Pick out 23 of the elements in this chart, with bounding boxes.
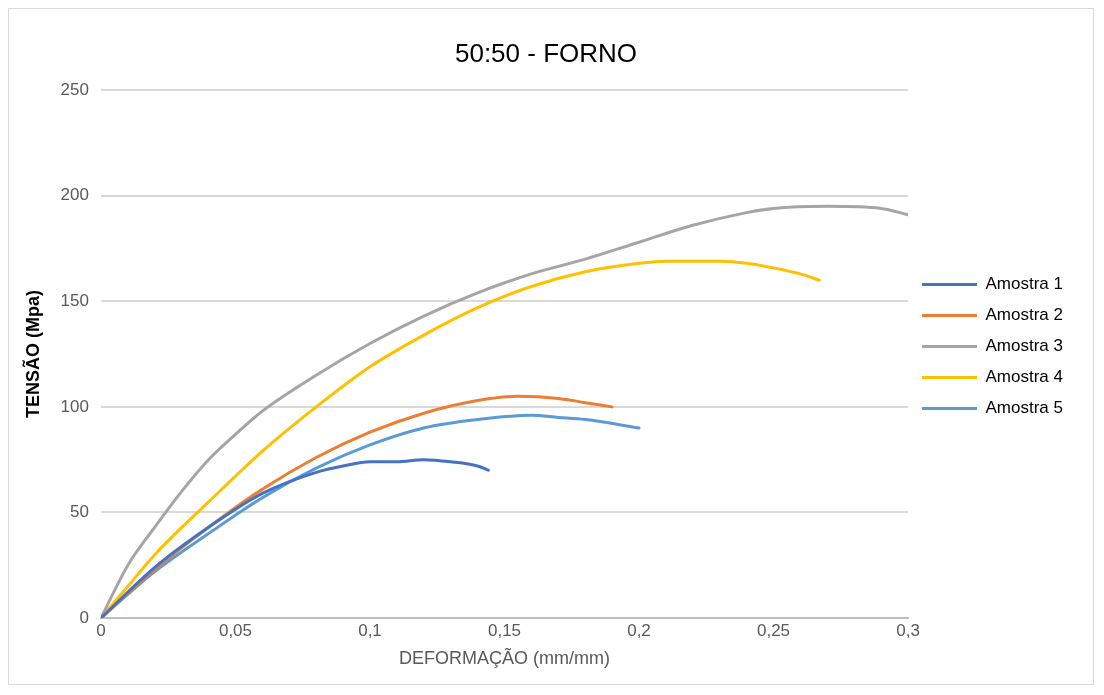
line-series xyxy=(100,204,909,618)
legend-label: Amostra 1 xyxy=(985,274,1064,294)
x-tick-label: 0,2 xyxy=(627,620,651,640)
legend-label: Amostra 4 xyxy=(985,367,1064,387)
x-axis-title: DEFORMAÇÃO (mm/mm) xyxy=(399,647,610,669)
legend-label: Amostra 3 xyxy=(985,336,1064,356)
x-tick-label: 0 xyxy=(96,620,106,640)
line-series xyxy=(100,458,490,618)
y-tick-label: 150 xyxy=(60,291,89,311)
y-tick-label: 50 xyxy=(70,502,89,522)
legend-label: Amostra 5 xyxy=(985,398,1064,418)
chart-title: 50:50 - FORNO xyxy=(454,37,638,68)
y-axis-title: TENSÃO (Mpa) xyxy=(21,290,43,419)
x-tick-label: 0,3 xyxy=(896,620,920,640)
y-tick-label: 100 xyxy=(60,396,89,416)
x-tick-label: 0,25 xyxy=(756,620,791,640)
legend-label: Amostra 2 xyxy=(985,305,1064,325)
x-tick-label: 0,05 xyxy=(218,620,253,640)
y-tick-label: 200 xyxy=(60,185,89,205)
y-tick-label: 250 xyxy=(60,79,89,99)
x-tick-label: 0,15 xyxy=(487,620,522,640)
y-tick-label: 0 xyxy=(79,607,89,627)
x-tick-label: 0,1 xyxy=(358,620,382,640)
